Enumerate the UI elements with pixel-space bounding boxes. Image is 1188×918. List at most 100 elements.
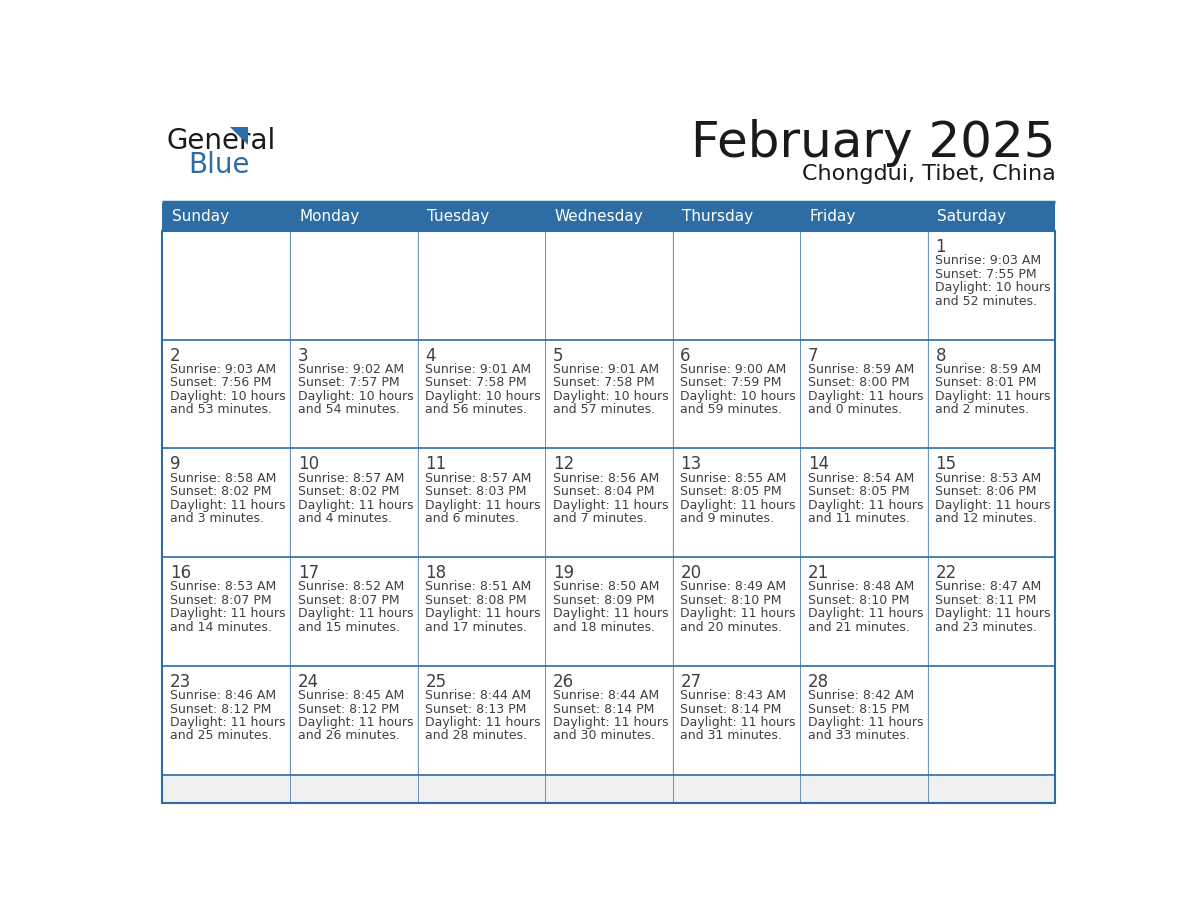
Text: Daylight: 11 hours: Daylight: 11 hours	[298, 608, 413, 621]
Text: Daylight: 10 hours: Daylight: 10 hours	[552, 390, 669, 403]
Text: 16: 16	[170, 565, 191, 582]
Text: Daylight: 11 hours: Daylight: 11 hours	[425, 716, 541, 729]
Bar	[801, 666, 927, 774]
Text: Sunset: 8:07 PM: Sunset: 8:07 PM	[170, 594, 272, 607]
Text: Sunset: 8:02 PM: Sunset: 8:02 PM	[298, 485, 399, 498]
Bar	[545, 341, 672, 448]
Bar	[674, 341, 800, 448]
Bar	[291, 558, 417, 666]
Text: Sunrise: 8:45 AM: Sunrise: 8:45 AM	[298, 689, 404, 702]
Bar	[418, 231, 544, 340]
Text: Tuesday: Tuesday	[426, 209, 489, 224]
Text: and 57 minutes.: and 57 minutes.	[552, 403, 655, 416]
Bar	[545, 231, 672, 340]
Text: Sunrise: 9:01 AM: Sunrise: 9:01 AM	[552, 363, 659, 375]
Text: Daylight: 11 hours: Daylight: 11 hours	[425, 498, 541, 511]
Bar	[801, 203, 928, 231]
Text: February 2025: February 2025	[690, 119, 1055, 167]
Text: 13: 13	[681, 455, 702, 474]
Text: 5: 5	[552, 347, 563, 364]
Bar	[928, 231, 1055, 340]
Bar	[928, 666, 1055, 774]
Text: Sunrise: 8:52 AM: Sunrise: 8:52 AM	[298, 580, 404, 593]
Text: Sunset: 7:57 PM: Sunset: 7:57 PM	[298, 376, 399, 389]
Text: Sunset: 8:12 PM: Sunset: 8:12 PM	[298, 702, 399, 715]
Text: Sunrise: 8:54 AM: Sunrise: 8:54 AM	[808, 472, 914, 485]
Text: and 30 minutes.: and 30 minutes.	[552, 730, 655, 743]
Text: Daylight: 11 hours: Daylight: 11 hours	[808, 390, 923, 403]
Text: Sunset: 7:59 PM: Sunset: 7:59 PM	[681, 376, 782, 389]
Bar	[672, 203, 801, 231]
Text: Sunset: 8:05 PM: Sunset: 8:05 PM	[808, 485, 910, 498]
Text: Sunrise: 8:53 AM: Sunrise: 8:53 AM	[170, 580, 277, 593]
Bar	[163, 203, 290, 231]
Text: and 26 minutes.: and 26 minutes.	[298, 730, 399, 743]
Text: 4: 4	[425, 347, 436, 364]
Text: 14: 14	[808, 455, 829, 474]
Text: Sunrise: 8:43 AM: Sunrise: 8:43 AM	[681, 689, 786, 702]
Text: and 54 minutes.: and 54 minutes.	[298, 403, 399, 416]
Text: and 7 minutes.: and 7 minutes.	[552, 512, 647, 525]
Text: Daylight: 11 hours: Daylight: 11 hours	[170, 608, 285, 621]
Text: and 25 minutes.: and 25 minutes.	[170, 730, 272, 743]
Text: Daylight: 11 hours: Daylight: 11 hours	[170, 498, 285, 511]
Text: Sunrise: 9:01 AM: Sunrise: 9:01 AM	[425, 363, 531, 375]
Text: 6: 6	[681, 347, 691, 364]
Text: Sunset: 8:09 PM: Sunset: 8:09 PM	[552, 594, 655, 607]
Text: Sunset: 8:06 PM: Sunset: 8:06 PM	[935, 485, 1037, 498]
Bar	[928, 203, 1055, 231]
Text: Daylight: 11 hours: Daylight: 11 hours	[425, 608, 541, 621]
Text: Sunrise: 9:02 AM: Sunrise: 9:02 AM	[298, 363, 404, 375]
Text: Sunrise: 8:48 AM: Sunrise: 8:48 AM	[808, 580, 914, 593]
Text: Sunset: 8:14 PM: Sunset: 8:14 PM	[681, 702, 782, 715]
Text: Daylight: 10 hours: Daylight: 10 hours	[425, 390, 541, 403]
Text: and 3 minutes.: and 3 minutes.	[170, 512, 264, 525]
Text: Sunrise: 8:57 AM: Sunrise: 8:57 AM	[298, 472, 404, 485]
Bar	[418, 558, 544, 666]
Bar	[291, 666, 417, 774]
Text: Daylight: 11 hours: Daylight: 11 hours	[552, 498, 669, 511]
Text: Daylight: 10 hours: Daylight: 10 hours	[298, 390, 413, 403]
Text: Friday: Friday	[809, 209, 855, 224]
Bar	[417, 203, 545, 231]
Text: and 59 minutes.: and 59 minutes.	[681, 403, 783, 416]
Bar	[418, 666, 544, 774]
Text: and 2 minutes.: and 2 minutes.	[935, 403, 1030, 416]
Text: Sunrise: 8:59 AM: Sunrise: 8:59 AM	[935, 363, 1042, 375]
Text: Sunset: 7:55 PM: Sunset: 7:55 PM	[935, 268, 1037, 281]
Text: Sunrise: 9:00 AM: Sunrise: 9:00 AM	[681, 363, 786, 375]
Text: Daylight: 11 hours: Daylight: 11 hours	[298, 498, 413, 511]
Text: Daylight: 11 hours: Daylight: 11 hours	[552, 716, 669, 729]
Text: and 33 minutes.: and 33 minutes.	[808, 730, 910, 743]
Text: Sunrise: 8:46 AM: Sunrise: 8:46 AM	[170, 689, 277, 702]
Bar	[801, 341, 927, 448]
Bar	[291, 231, 417, 340]
Text: and 4 minutes.: and 4 minutes.	[298, 512, 392, 525]
Bar	[545, 666, 672, 774]
Bar	[801, 558, 927, 666]
Text: Sunset: 8:12 PM: Sunset: 8:12 PM	[170, 702, 272, 715]
Text: and 53 minutes.: and 53 minutes.	[170, 403, 272, 416]
Text: 10: 10	[298, 455, 318, 474]
Text: Sunrise: 8:51 AM: Sunrise: 8:51 AM	[425, 580, 531, 593]
Text: Sunset: 7:58 PM: Sunset: 7:58 PM	[425, 376, 527, 389]
Text: Sunday: Sunday	[172, 209, 229, 224]
Text: 1: 1	[935, 238, 946, 256]
Bar	[418, 449, 544, 556]
Text: Sunset: 8:10 PM: Sunset: 8:10 PM	[681, 594, 782, 607]
Bar	[545, 558, 672, 666]
Text: Sunset: 8:01 PM: Sunset: 8:01 PM	[935, 376, 1037, 389]
Text: and 6 minutes.: and 6 minutes.	[425, 512, 519, 525]
Text: Daylight: 11 hours: Daylight: 11 hours	[298, 716, 413, 729]
Text: and 12 minutes.: and 12 minutes.	[935, 512, 1037, 525]
Text: 18: 18	[425, 565, 447, 582]
Text: Daylight: 10 hours: Daylight: 10 hours	[170, 390, 286, 403]
Text: 11: 11	[425, 455, 447, 474]
Text: Daylight: 11 hours: Daylight: 11 hours	[808, 608, 923, 621]
Text: and 17 minutes.: and 17 minutes.	[425, 621, 527, 633]
Bar	[545, 203, 672, 231]
Text: and 31 minutes.: and 31 minutes.	[681, 730, 782, 743]
Text: 24: 24	[298, 673, 318, 691]
Bar	[928, 558, 1055, 666]
Text: Sunset: 8:14 PM: Sunset: 8:14 PM	[552, 702, 655, 715]
